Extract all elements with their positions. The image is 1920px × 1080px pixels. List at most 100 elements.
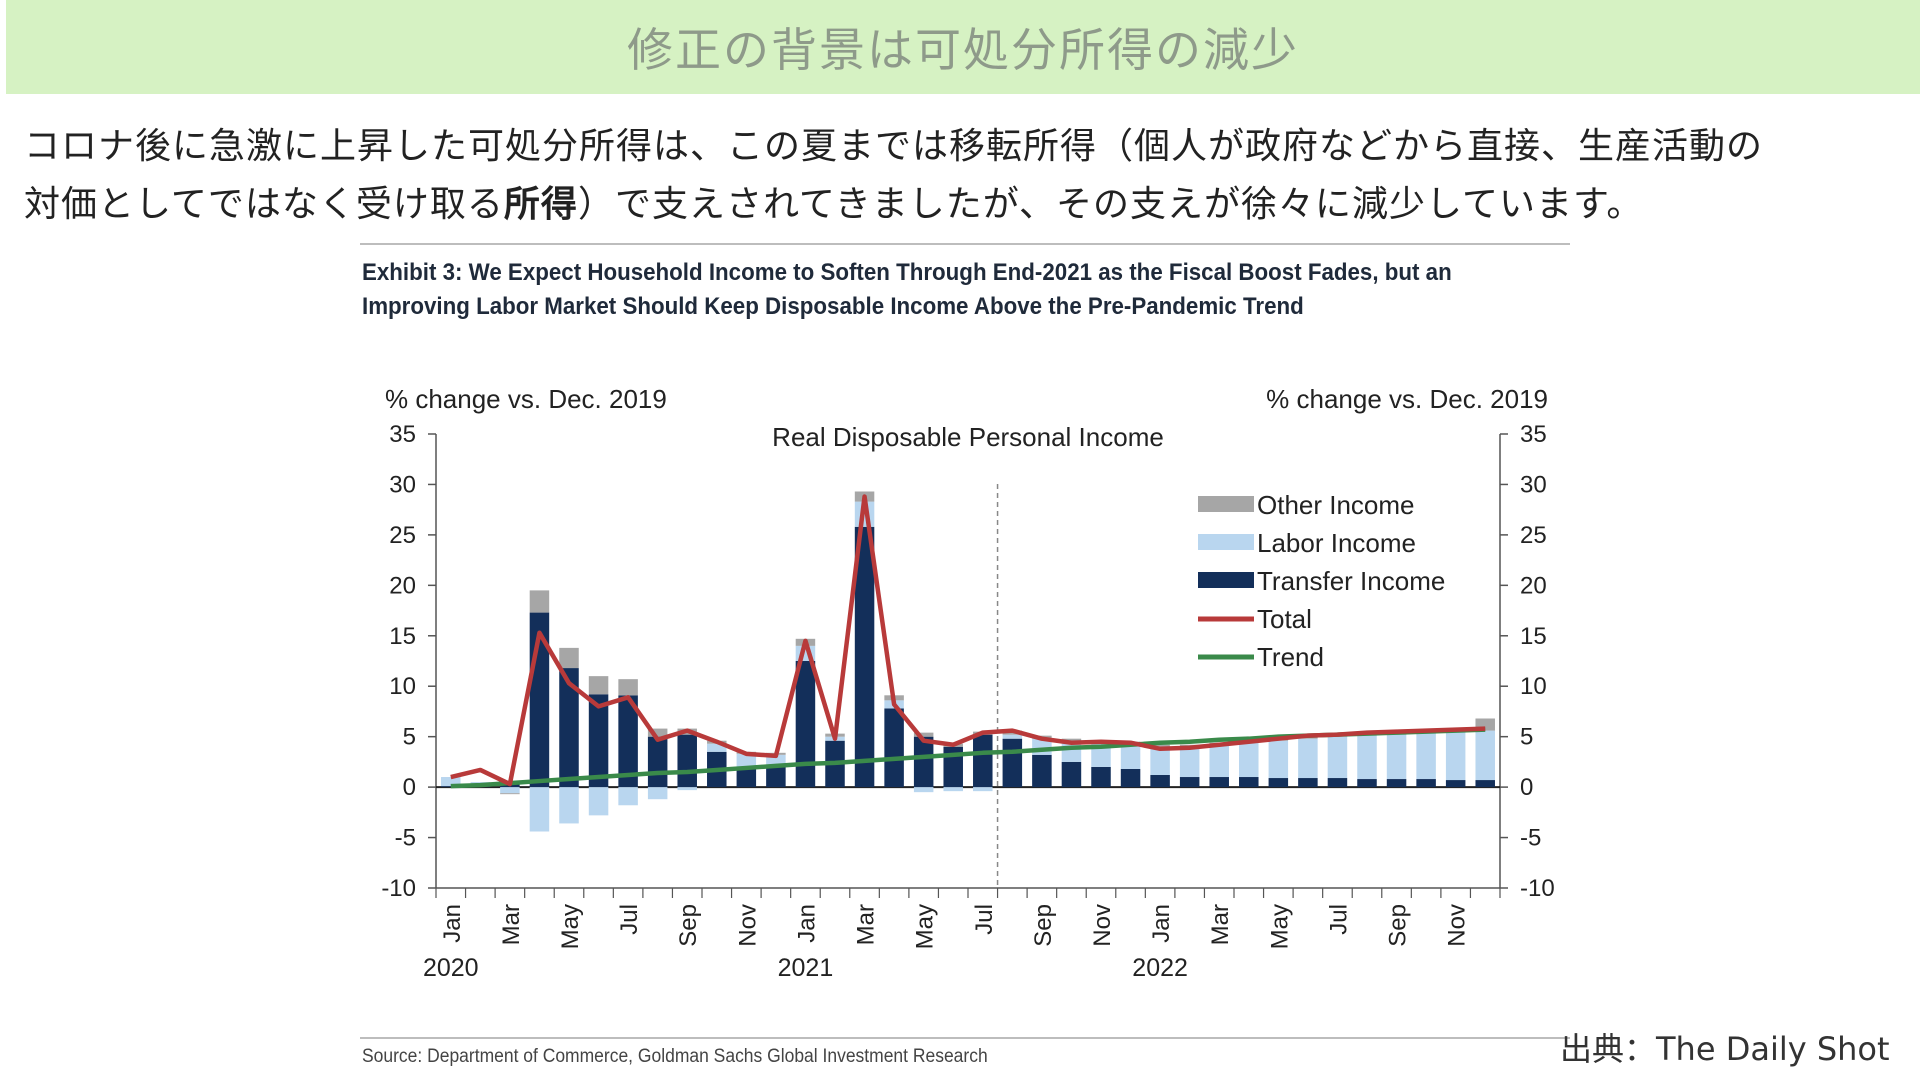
bar-transfer-income [795,661,816,788]
legend-swatch [1198,534,1254,550]
bar-other-income [913,732,934,737]
body-line-2-pre: 対価としてではなく受け取る [24,184,504,225]
exhibit-top-rule [360,243,1570,245]
bar-transfer-income [1209,777,1229,788]
bar-transfer-income [736,766,757,788]
bar-labor-income [1357,735,1377,780]
exhibit-title: Exhibit 3: We Expect Household Income to… [362,256,1478,324]
bar-other-income [559,647,579,669]
chart-title: Real Disposable Personal Income [772,422,1164,452]
x-tick-label: Jul [616,904,643,935]
y-tick-label-right: 35 [1520,421,1547,448]
bar-transfer-income [1061,761,1082,788]
y-tick-label-left: 0 [403,774,416,801]
bar-transfer-income [1032,754,1052,788]
y-axis-label-left: % change vs. Dec. 2019 [385,384,667,414]
y-tick-label-right: 25 [1520,522,1547,549]
bar-labor-income [441,777,461,787]
bar-transfer-income [1268,778,1289,788]
bar-other-income [1061,738,1082,742]
y-tick-label-left: 25 [389,522,416,549]
bar-labor-income [1416,732,1436,780]
bar-transfer-income [1002,738,1023,788]
bar-other-income [1150,744,1170,747]
bar-transfer-income [559,668,579,788]
legend-label: Trend [1257,642,1324,672]
bar-transfer-income [884,708,904,788]
x-tick-label: Sep [1385,904,1412,947]
chart-legend: Other Income Labor Income Transfer Income T… [1198,490,1445,672]
x-tick-label: May [1266,904,1293,949]
y-tick-label-right: -10 [1520,875,1555,902]
bar-labor-income [736,753,757,767]
exhibit-title-line-1: Exhibit 3: We Expect Household Income to… [362,259,1452,286]
bar-labor-income [973,787,993,792]
bar-transfer-income [1091,766,1111,788]
x-tick-label: Mar [853,904,880,945]
bar-labor-income [1445,731,1466,781]
bar-labor-income [1268,740,1289,779]
y-tick-label-left: -10 [381,875,416,902]
bar-other-income [588,676,609,695]
bar-other-income [618,679,638,696]
x-tick-label: Jan [439,904,466,943]
bar-transfer-income [647,736,668,788]
x-tick-label: Sep [1030,904,1057,947]
bar-labor-income [1327,736,1348,779]
bar-transfer-income [1475,780,1495,788]
bar-transfer-income [1179,777,1200,788]
y-axis-label-right: % change vs. Dec. 2019 [1266,384,1548,414]
bar-labor-income [677,787,697,791]
legend-swatch [1198,572,1254,588]
y-tick-label-left: 15 [389,623,416,650]
bar-labor-income [1120,743,1141,769]
x-tick-label: May [912,904,939,949]
y-tick-label-right: 10 [1520,673,1547,700]
x-tick-label: Jan [1148,904,1175,943]
bar-other-income [529,590,550,613]
bar-labor-income [1091,743,1111,767]
legend-swatch [1198,496,1254,512]
bar-labor-income [1475,730,1495,781]
body-line-1: コロナ後に急激に上昇した可処分所得は、この夏までは移転所得（個人が政府などから直… [24,126,1764,167]
slide-title-banner: 修正の背景は可処分所得の減少 [6,0,1920,94]
bar-transfer-income [913,736,934,788]
y-tick-label-right: 20 [1520,572,1547,599]
y-tick-label-left: 10 [389,673,416,700]
body-line-2: 対価としてではなく受け取る所得）で支えされてきましたが、その支えが徐々に減少して… [24,176,1904,234]
bar-labor-income [559,787,579,824]
bar-transfer-income [1416,779,1436,788]
bar-labor-income [707,743,727,752]
y-tick-label-left: 5 [403,724,416,751]
bar-labor-income [618,787,638,806]
bar-other-income [500,793,520,795]
bar-transfer-income [588,694,609,788]
body-line-2-post: ）で支えされてきましたが、その支えが徐々に減少しています。 [577,184,1644,225]
x-tick-label: May [557,904,584,949]
credit-note: 出典：The Daily Shot [1560,1030,1890,1068]
x-tick-label: Jul [971,904,998,935]
bar-transfer-income [1445,780,1466,788]
bar-labor-income [1386,734,1407,780]
bar-transfer-income [441,786,461,788]
exhibit-bottom-rule [360,1037,1570,1039]
y-tick-label-left: 35 [389,421,416,448]
x-tick-label: Jul [1325,904,1352,935]
legend-label: Labor Income [1257,528,1416,558]
legend-label: Transfer Income [1257,566,1445,596]
bar-other-income [647,728,668,737]
x-tick-label: Nov [734,904,761,947]
x-tick-label: Mar [498,904,525,945]
year-label: 2020 [423,954,479,982]
bar-labor-income [943,787,963,792]
bar-transfer-income [854,526,875,788]
chart-axes [428,433,1508,898]
y-tick-label-right: -5 [1520,825,1541,852]
total-line [450,494,1486,787]
bar-labor-income [529,787,550,832]
exhibit-title-line-2: Improving Labor Market Should Keep Dispo… [362,293,1304,320]
slide-body-text: コロナ後に急激に上昇した可処分所得は、この夏までは移転所得（個人が政府などから直… [24,118,1904,234]
bar-transfer-income [1386,779,1407,788]
